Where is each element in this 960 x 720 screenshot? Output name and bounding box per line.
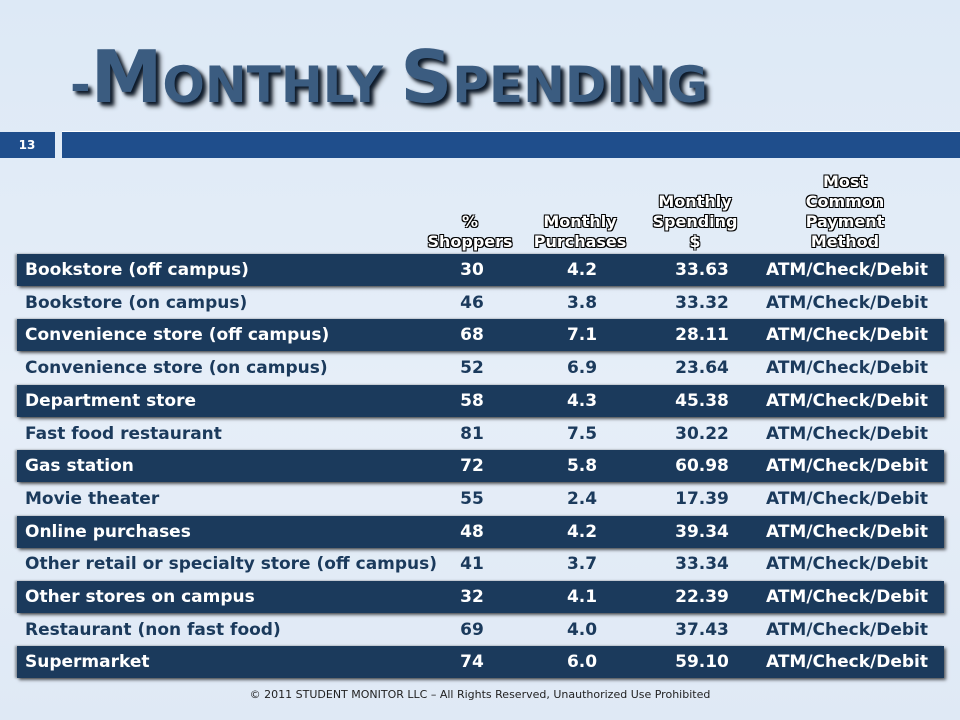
pct-shoppers-cell: 74 bbox=[460, 652, 484, 672]
table-row: Gas station 72 5.8 60.98 ATM/Check/Debit bbox=[17, 450, 944, 482]
pct-shoppers-cell: 58 bbox=[460, 391, 484, 411]
payment-method-cell: ATM/Check/Debit bbox=[765, 489, 929, 509]
monthly-spending-cell: 39.34 bbox=[675, 522, 729, 542]
payment-method-cell: ATM/Check/Debit bbox=[765, 587, 929, 607]
store-name-cell: Bookstore (on campus) bbox=[25, 293, 248, 313]
store-name-cell: Fast food restaurant bbox=[25, 424, 222, 444]
pct-shoppers-cell: 41 bbox=[460, 554, 484, 574]
monthly-spending-cell: 37.43 bbox=[675, 620, 729, 640]
store-name-cell: Other stores on campus bbox=[25, 587, 255, 607]
table-row: Bookstore (on campus) 46 3.8 33.32 ATM/Check… bbox=[17, 287, 944, 319]
table-row: Supermarket 74 6.0 59.10 ATM/Check/Debit bbox=[17, 646, 944, 678]
store-name-cell: Restaurant (non fast food) bbox=[25, 620, 281, 640]
table-row: Movie theater 55 2.4 17.39 ATM/Check/Debit bbox=[17, 483, 944, 515]
payment-method-cell: ATM/Check/Debit bbox=[765, 620, 929, 640]
title-divider-bar bbox=[62, 132, 960, 158]
table-row: Convenience store (off campus) 68 7.1 28.11… bbox=[17, 319, 944, 351]
monthly-spending-cell: 45.38 bbox=[675, 391, 729, 411]
slide-number: 13 bbox=[10, 132, 44, 158]
header-monthly-purchases: Monthly Purchases bbox=[533, 212, 627, 251]
table-row: Online purchases 48 4.2 39.34 ATM/Check/Debi… bbox=[17, 516, 944, 548]
pct-shoppers-cell: 81 bbox=[460, 424, 484, 444]
payment-method-cell: ATM/Check/Debit bbox=[765, 522, 929, 542]
payment-method-cell: ATM/Check/Debit bbox=[765, 260, 929, 280]
table-row: Restaurant (non fast food) 69 4.0 37.43 ATM/… bbox=[17, 614, 944, 646]
pct-shoppers-cell: 46 bbox=[460, 293, 484, 313]
store-name-cell: Gas station bbox=[25, 456, 134, 476]
monthly-purchases-cell: 5.8 bbox=[566, 456, 598, 476]
pct-shoppers-cell: 48 bbox=[460, 522, 484, 542]
pct-shoppers-cell: 32 bbox=[460, 587, 484, 607]
monthly-spending-cell: 33.63 bbox=[675, 260, 729, 280]
monthly-spending-cell: 59.10 bbox=[675, 652, 729, 672]
store-name-cell: Supermarket bbox=[25, 652, 150, 672]
pct-shoppers-cell: 52 bbox=[460, 358, 484, 378]
monthly-purchases-cell: 7.1 bbox=[566, 325, 598, 345]
table-row: Convenience store (on campus) 52 6.9 23.64 A… bbox=[17, 352, 944, 384]
monthly-purchases-cell: 6.9 bbox=[566, 358, 598, 378]
pct-shoppers-cell: 72 bbox=[460, 456, 484, 476]
monthly-spending-cell: 30.22 bbox=[675, 424, 729, 444]
store-name-cell: Online purchases bbox=[25, 522, 191, 542]
table-row: Other stores on campus 32 4.1 22.39 ATM/Chec… bbox=[17, 581, 944, 613]
monthly-spending-cell: 33.32 bbox=[675, 293, 729, 313]
monthly-purchases-cell: 4.2 bbox=[566, 522, 598, 542]
pct-shoppers-cell: 68 bbox=[460, 325, 484, 345]
monthly-purchases-cell: 4.3 bbox=[566, 391, 598, 411]
payment-method-cell: ATM/Check/Debit bbox=[765, 424, 929, 444]
store-name-cell: Convenience store (off campus) bbox=[25, 325, 330, 345]
store-name-cell: Movie theater bbox=[25, 489, 160, 509]
header-monthly-spending: Monthly Spending $ bbox=[652, 192, 738, 251]
pct-shoppers-cell: 55 bbox=[460, 489, 484, 509]
payment-method-cell: ATM/Check/Debit bbox=[765, 293, 929, 313]
monthly-purchases-cell: 7.5 bbox=[566, 424, 598, 444]
table-row: Bookstore (off campus) 30 4.2 33.63 ATM/Chec… bbox=[17, 254, 944, 286]
monthly-purchases-cell: 3.7 bbox=[566, 554, 598, 574]
monthly-spending-cell: 22.39 bbox=[675, 587, 729, 607]
table-row: Fast food restaurant 81 7.5 30.22 ATM/Check/… bbox=[17, 418, 944, 450]
monthly-spending-cell: 33.34 bbox=[675, 554, 729, 574]
pct-shoppers-cell: 30 bbox=[460, 260, 484, 280]
payment-method-cell: ATM/Check/Debit bbox=[765, 325, 929, 345]
monthly-purchases-cell: 4.0 bbox=[566, 620, 598, 640]
monthly-purchases-cell: 6.0 bbox=[566, 652, 598, 672]
pct-shoppers-cell: 69 bbox=[460, 620, 484, 640]
monthly-purchases-cell: 3.8 bbox=[566, 293, 598, 313]
monthly-spending-cell: 23.64 bbox=[675, 358, 729, 378]
store-name-cell: Other retail or specialty store (off cam… bbox=[25, 554, 438, 574]
monthly-spending-cell: 28.11 bbox=[675, 325, 729, 345]
payment-method-cell: ATM/Check/Debit bbox=[765, 358, 929, 378]
store-name-cell: Bookstore (off campus) bbox=[25, 260, 249, 280]
payment-method-cell: ATM/Check/Debit bbox=[765, 652, 929, 672]
store-name-cell: Convenience store (on campus) bbox=[25, 358, 328, 378]
monthly-spending-cell: 60.98 bbox=[675, 456, 729, 476]
monthly-purchases-cell: 2.4 bbox=[566, 489, 598, 509]
title-divider-rule bbox=[62, 131, 960, 132]
payment-method-cell: ATM/Check/Debit bbox=[765, 456, 929, 476]
monthly-spending-cell: 17.39 bbox=[675, 489, 729, 509]
payment-method-cell: ATM/Check/Debit bbox=[765, 554, 929, 574]
table-row: Department store 58 4.3 45.38 ATM/Check/Debi… bbox=[17, 385, 944, 417]
monthly-purchases-cell: 4.2 bbox=[566, 260, 598, 280]
header-payment-method: Most Common Payment Method bbox=[805, 172, 885, 251]
store-name-cell: Department store bbox=[25, 391, 197, 411]
header-pct-shoppers: % Shoppers bbox=[427, 212, 513, 251]
table-row: Other retail or specialty store (off cam… bbox=[17, 548, 944, 580]
copyright-footer: © 2011 STUDENT MONITOR LLC – All Rights … bbox=[249, 688, 711, 701]
monthly-purchases-cell: 4.1 bbox=[566, 587, 598, 607]
slide-title: -MONTHLY SPENDING bbox=[70, 35, 708, 119]
payment-method-cell: ATM/Check/Debit bbox=[765, 391, 929, 411]
